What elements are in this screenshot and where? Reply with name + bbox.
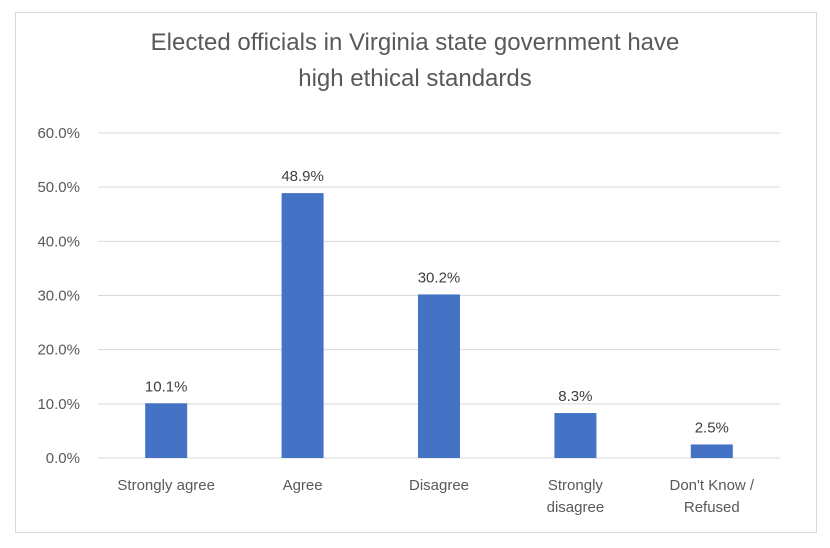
y-tick-label: 50.0% — [37, 179, 80, 196]
chart-title: high ethical standards — [298, 65, 531, 92]
y-tick-label: 40.0% — [37, 233, 80, 250]
x-tick-label: disagree — [547, 499, 605, 516]
chart-frame — [15, 12, 817, 533]
x-tick-label: Strongly agree — [117, 477, 215, 494]
data-label: 8.3% — [558, 388, 592, 405]
bar — [690, 444, 733, 458]
x-tick-label: Agree — [283, 477, 323, 494]
bar — [554, 413, 597, 458]
data-label: 30.2% — [418, 269, 461, 286]
chart-title: Elected officials in Virginia state gove… — [151, 29, 680, 56]
x-tick-label: Strongly — [548, 477, 604, 494]
x-tick-label: Disagree — [409, 477, 469, 494]
data-label: 2.5% — [695, 419, 729, 436]
x-tick-label: Refused — [684, 499, 740, 516]
y-tick-label: 20.0% — [37, 342, 80, 359]
bar — [145, 403, 188, 458]
y-tick-label: 60.0% — [37, 125, 80, 142]
x-tick-label: Don't Know / — [670, 477, 755, 494]
y-tick-label: 0.0% — [46, 450, 80, 467]
y-tick-label: 30.0% — [37, 288, 80, 305]
bar — [281, 193, 324, 458]
data-label: 10.1% — [145, 378, 188, 395]
bar — [418, 294, 460, 458]
data-label: 48.9% — [281, 168, 324, 185]
y-tick-label: 10.0% — [37, 396, 80, 413]
